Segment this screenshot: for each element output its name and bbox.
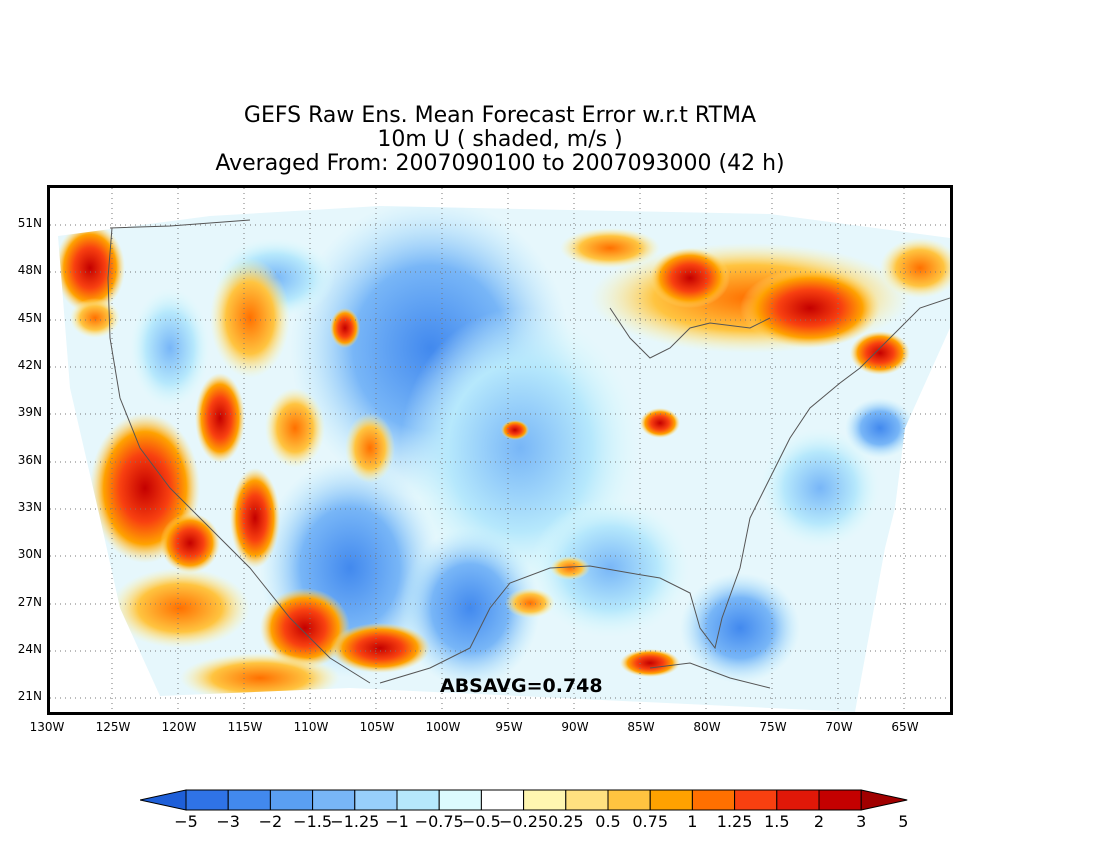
colorbar-label: 5 (898, 812, 909, 831)
colorbar-swatch (480, 789, 525, 811)
lon-label: 130W (29, 720, 65, 734)
colorbar-swatch (776, 789, 820, 811)
colorbar-label: −0.5 (461, 812, 501, 831)
colorbar (140, 789, 908, 811)
colorbar-arrow-low (140, 789, 187, 811)
colorbar-swatch (227, 789, 271, 811)
colorbar-label: −1.5 (293, 812, 333, 831)
colorbar-label: 0.25 (547, 812, 584, 831)
colorbar-swatch (607, 789, 651, 811)
colorbar-label: 0.75 (632, 812, 668, 831)
colorbar-label: −5 (174, 812, 198, 831)
colorbar-swatch (649, 789, 693, 811)
absavg-annotation: ABSAVG=0.748 (440, 675, 603, 697)
lat-label: 24N (17, 642, 42, 656)
colorbar-label: 1.25 (716, 812, 753, 831)
lon-label: 75W (759, 720, 787, 734)
lon-label: 70W (825, 720, 853, 734)
colorbar-swatch (312, 789, 356, 811)
colorbar-label: −1.25 (330, 812, 380, 831)
colorbar-label: 1 (687, 812, 698, 831)
lat-label: 42N (17, 358, 42, 372)
colorbar-arrow-high (860, 789, 908, 811)
lat-label: 48N (17, 263, 42, 277)
lat-label: 51N (17, 216, 42, 230)
colorbar-swatch (269, 789, 314, 811)
lon-label: 105W (359, 720, 395, 734)
lon-label: 95W (495, 720, 523, 734)
title-line-2: 10m U ( shaded, m/s ) (377, 127, 623, 152)
shaded-field (58, 206, 950, 712)
graticule (50, 188, 950, 712)
lon-label: 85W (627, 720, 655, 734)
map-frame (47, 185, 953, 715)
lon-label: 115W (227, 720, 263, 734)
colorbar-swatch (818, 789, 862, 811)
lat-label: 21N (17, 689, 42, 703)
colorbar-label: −2 (258, 812, 283, 831)
colorbar-label: −3 (216, 812, 240, 831)
colorbar-label: −0.25 (499, 812, 549, 831)
colorbar-label: 3 (856, 812, 867, 831)
colorbar-swatch (691, 789, 736, 811)
lat-label: 30N (17, 547, 42, 561)
lon-label: 120W (161, 720, 197, 734)
colorbar-label: −1 (385, 812, 409, 831)
colorbar-label: 0.5 (595, 812, 621, 831)
lat-label: 45N (17, 311, 42, 325)
coastlines (107, 219, 950, 689)
colorbar-swatch (734, 789, 778, 811)
map-plot (50, 188, 950, 712)
lon-label: 110W (293, 720, 329, 734)
colorbar-swatch (438, 789, 482, 811)
lon-label: 65W (891, 720, 919, 734)
lat-label: 33N (17, 500, 42, 514)
colorbar-swatch (565, 789, 609, 811)
lon-label: 125W (95, 720, 131, 734)
colorbar-label: −0.75 (414, 812, 464, 831)
lat-label: 27N (17, 595, 42, 609)
colorbar-swatch (523, 789, 567, 811)
lon-label: 90W (561, 720, 589, 734)
colorbar-swatch (396, 789, 440, 811)
colorbar-swatch (185, 789, 229, 811)
colorbar-swatch (354, 789, 398, 811)
title-line-3: Averaged From: 2007090100 to 2007093000 … (215, 151, 785, 176)
lat-label: 39N (17, 405, 42, 419)
colorbar-label: 2 (813, 812, 825, 831)
colorbar-label: 1.5 (764, 812, 790, 831)
lat-label: 36N (17, 453, 42, 467)
title-line-1: GEFS Raw Ens. Mean Forecast Error w.r.t … (243, 103, 757, 128)
lon-label: 100W (425, 720, 461, 734)
lon-label: 80W (693, 720, 721, 734)
